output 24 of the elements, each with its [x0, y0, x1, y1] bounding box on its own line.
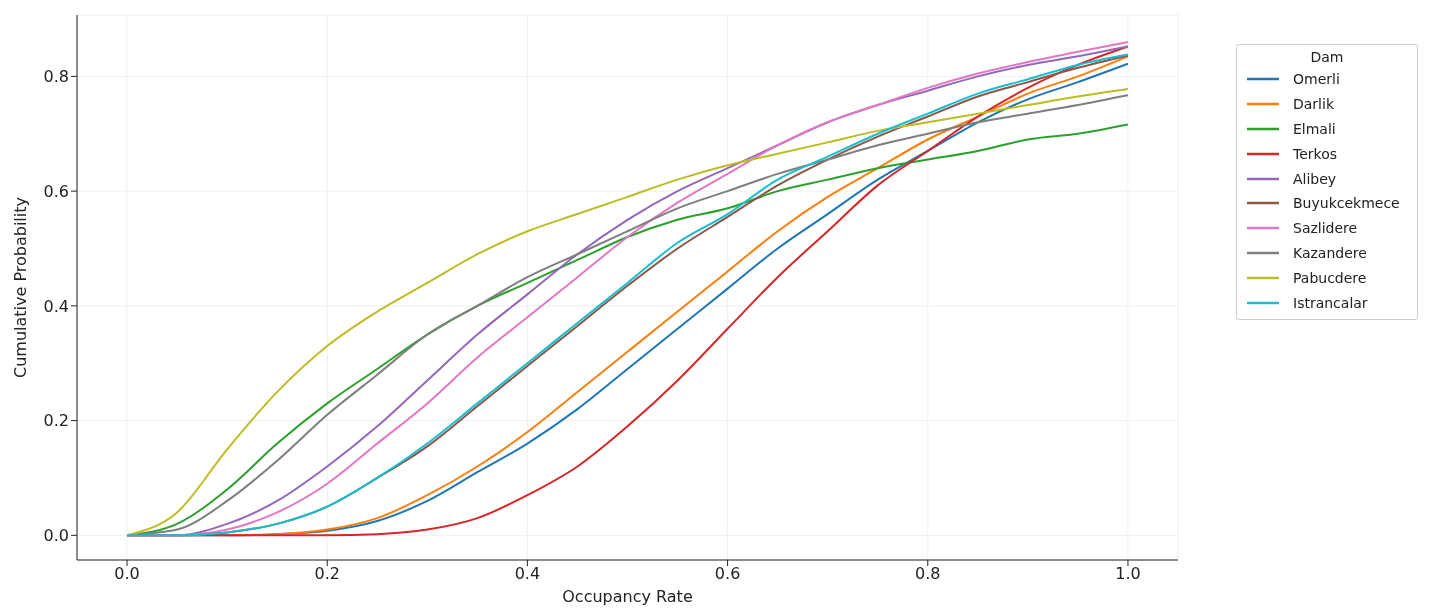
legend-label: Buyukcekmece — [1293, 195, 1400, 212]
x-axis-title: Occupancy Rate — [562, 587, 693, 606]
y-tick-label: 0.2 — [43, 411, 69, 431]
legend-label: Istrancalar — [1293, 294, 1368, 311]
x-tick-label: 0.0 — [114, 564, 140, 584]
x-tick-label: 0.2 — [314, 564, 340, 584]
y-tick-label: 0.4 — [43, 296, 69, 316]
legend-label: Alibey — [1293, 170, 1337, 187]
legend-label: Elmali — [1293, 120, 1336, 137]
legend-label: Pabucdere — [1293, 269, 1367, 286]
legend-title: Dam — [1309, 49, 1345, 65]
x-tick-label: 0.6 — [714, 564, 741, 584]
x-tick-label: 1.0 — [1115, 564, 1141, 584]
legend-label: Kazandere — [1293, 244, 1367, 261]
y-axis-title: Cumulative Probability — [10, 197, 30, 378]
y-tick-label: 0.8 — [43, 67, 69, 87]
legend-label: Omerli — [1293, 71, 1340, 88]
y-tick-label: 0.6 — [43, 181, 69, 201]
legend-label: Sazlidere — [1293, 220, 1358, 237]
y-tick-label: 0.0 — [43, 526, 69, 546]
x-tick-label: 0.8 — [915, 564, 941, 584]
legend-label: Terkos — [1293, 145, 1338, 162]
legend-label: Darlik — [1293, 96, 1335, 113]
x-tick-label: 0.4 — [514, 564, 541, 584]
